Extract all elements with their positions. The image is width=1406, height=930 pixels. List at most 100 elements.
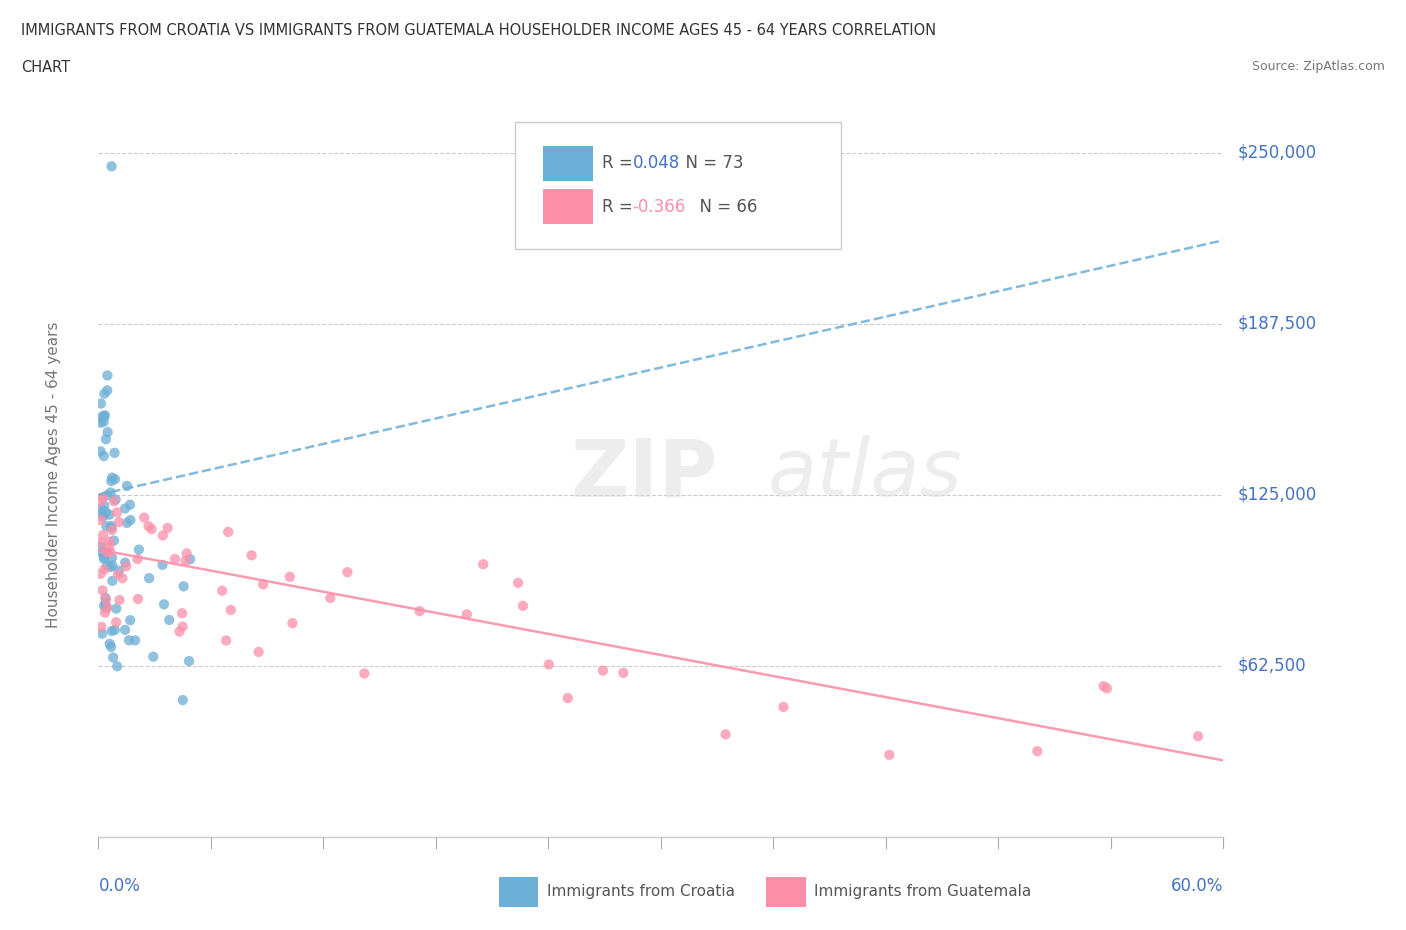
Point bbox=[138, 571, 160, 586]
Point bbox=[353, 666, 375, 681]
Point bbox=[93, 550, 115, 565]
Point bbox=[172, 693, 194, 708]
Point bbox=[96, 544, 118, 559]
Point bbox=[90, 535, 112, 550]
Point bbox=[215, 633, 238, 648]
Point bbox=[89, 444, 111, 458]
Point bbox=[714, 727, 737, 742]
Point bbox=[90, 415, 112, 430]
Point bbox=[101, 523, 124, 538]
FancyBboxPatch shape bbox=[515, 123, 841, 249]
Point bbox=[120, 512, 142, 527]
Point bbox=[105, 658, 128, 673]
Point bbox=[612, 666, 634, 681]
Point bbox=[103, 445, 125, 460]
Point bbox=[90, 494, 112, 509]
Text: $62,500: $62,500 bbox=[1237, 657, 1306, 675]
Text: IMMIGRANTS FROM CROATIA VS IMMIGRANTS FROM GUATEMALA HOUSEHOLDER INCOME AGES 45 : IMMIGRANTS FROM CROATIA VS IMMIGRANTS FR… bbox=[21, 23, 936, 38]
Point bbox=[91, 545, 114, 560]
Point bbox=[153, 597, 176, 612]
Point bbox=[100, 473, 122, 488]
Point bbox=[96, 558, 118, 573]
Point bbox=[172, 619, 194, 634]
Point bbox=[100, 560, 122, 575]
Point bbox=[211, 583, 233, 598]
Point bbox=[101, 471, 124, 485]
Point bbox=[98, 507, 121, 522]
Point bbox=[174, 553, 197, 568]
Text: -0.366: -0.366 bbox=[633, 198, 686, 216]
Point bbox=[96, 368, 118, 383]
Point bbox=[90, 396, 112, 411]
Point bbox=[103, 533, 125, 548]
Point bbox=[108, 592, 131, 607]
Point bbox=[179, 551, 201, 566]
Point bbox=[93, 599, 115, 614]
Point bbox=[93, 386, 115, 401]
Text: R =: R = bbox=[602, 198, 638, 216]
Point bbox=[319, 591, 342, 605]
Point bbox=[98, 636, 121, 651]
Point bbox=[1095, 681, 1118, 696]
Point bbox=[138, 519, 160, 534]
Point bbox=[118, 632, 141, 647]
Text: CHART: CHART bbox=[21, 60, 70, 75]
Point bbox=[115, 515, 138, 530]
Point bbox=[1026, 744, 1049, 759]
Point bbox=[101, 650, 124, 665]
Point bbox=[105, 601, 128, 616]
Point bbox=[100, 624, 122, 639]
Text: 0.0%: 0.0% bbox=[98, 877, 141, 895]
Point bbox=[104, 492, 127, 507]
Point bbox=[512, 598, 534, 613]
Point bbox=[176, 546, 198, 561]
Point bbox=[97, 425, 120, 440]
Point bbox=[98, 539, 121, 554]
Point bbox=[114, 622, 136, 637]
Point bbox=[91, 490, 114, 505]
Point bbox=[114, 501, 136, 516]
Point bbox=[592, 663, 614, 678]
Text: N = 66: N = 66 bbox=[689, 198, 758, 216]
Point bbox=[879, 748, 901, 763]
Point bbox=[124, 633, 146, 648]
Point bbox=[100, 519, 122, 534]
Point bbox=[94, 408, 117, 423]
Point bbox=[90, 619, 112, 634]
Point bbox=[105, 505, 128, 520]
Text: 60.0%: 60.0% bbox=[1171, 877, 1223, 895]
Point bbox=[1187, 729, 1209, 744]
Point bbox=[93, 414, 115, 429]
Text: Householder Income Ages 45 - 64 years: Householder Income Ages 45 - 64 years bbox=[46, 321, 60, 628]
Point bbox=[100, 640, 122, 655]
Point bbox=[172, 605, 194, 620]
Point bbox=[93, 448, 115, 463]
Point bbox=[456, 607, 478, 622]
Point bbox=[157, 613, 180, 628]
Point bbox=[90, 506, 112, 521]
Point bbox=[134, 511, 156, 525]
Point bbox=[98, 545, 121, 560]
Point bbox=[96, 383, 118, 398]
Text: ZIP: ZIP bbox=[571, 435, 718, 513]
Point bbox=[163, 551, 186, 566]
Point bbox=[94, 595, 117, 610]
Point bbox=[557, 691, 579, 706]
Point bbox=[91, 626, 114, 641]
Point bbox=[252, 577, 274, 591]
Point bbox=[114, 555, 136, 570]
Point bbox=[108, 514, 131, 529]
Text: Source: ZipAtlas.com: Source: ZipAtlas.com bbox=[1251, 60, 1385, 73]
Text: $187,500: $187,500 bbox=[1237, 314, 1317, 333]
Point bbox=[537, 657, 560, 671]
Point bbox=[472, 557, 495, 572]
Point bbox=[101, 551, 124, 565]
Point bbox=[90, 501, 112, 516]
Point bbox=[115, 559, 138, 574]
Point bbox=[89, 566, 111, 581]
Point bbox=[93, 562, 115, 577]
Point bbox=[93, 498, 115, 513]
Point bbox=[127, 591, 149, 606]
Point bbox=[91, 409, 114, 424]
Point bbox=[240, 548, 263, 563]
